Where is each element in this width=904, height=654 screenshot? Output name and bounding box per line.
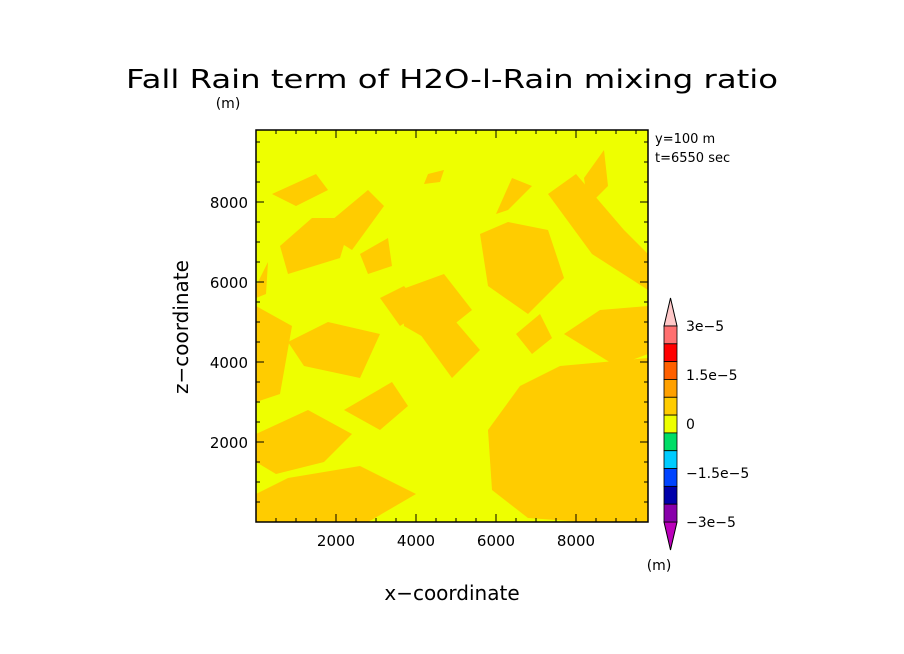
contour-patch-12 (256, 410, 352, 474)
y-tick-label: 8000 (210, 194, 248, 212)
colorbar-swatch (663, 432, 678, 452)
colorbar-label: −3e−5 (686, 515, 736, 531)
contour-patch-13 (256, 466, 416, 522)
colorbar-unit: (m) (647, 558, 672, 574)
contour-patch-10 (256, 306, 292, 402)
plot-frame (255, 129, 649, 523)
contour-patch-8 (496, 178, 532, 214)
x-tick-label: 4000 (397, 532, 435, 550)
annotation-t: t=6550 sec (655, 151, 730, 166)
colorbar-swatch (663, 414, 678, 434)
colorbar-label: 1.5e−5 (686, 368, 738, 384)
contour-patch-7 (548, 174, 648, 290)
y-tick-label: 4000 (210, 354, 248, 372)
plot-area (255, 129, 649, 523)
colorbar-label: 0 (686, 417, 695, 433)
contour-patch-14 (344, 382, 408, 430)
colorbar-label: 3e−5 (686, 319, 724, 335)
colorbar: 3e−5 1.5e−5 0 −1.5e−5 −3e−5 (m) (647, 297, 749, 574)
contour-patch-18 (380, 286, 424, 326)
colorbar-label: −1.5e−5 (686, 466, 749, 482)
contour-patch-17 (516, 314, 552, 354)
contour-patch-16 (564, 306, 648, 366)
y-axis-label: z−coordinate (169, 260, 193, 394)
contour-patch-15 (488, 358, 648, 522)
colorbar-swatch (663, 485, 678, 505)
colorbar-swatch (663, 379, 678, 398)
colorbar-swatch (663, 396, 678, 416)
title-unit: (m) (216, 96, 241, 112)
x-tick-label: 6000 (477, 532, 515, 550)
chart-title: Fall Rain term of H2O-l-Rain mixing rati… (126, 65, 778, 95)
colorbar-swatch (663, 468, 678, 487)
colorbar-bottom-arrow (663, 521, 678, 551)
x-tick-label: 2000 (317, 532, 355, 550)
contour-patch-5 (420, 322, 480, 378)
colorbar-swatch (663, 325, 678, 345)
colorbar-top-arrow (663, 297, 678, 327)
colorbar-swatch (663, 503, 678, 523)
contour-patch-20 (424, 170, 444, 184)
contour-patch-4 (400, 274, 472, 342)
x-tick-label: 8000 (557, 532, 595, 550)
contour-patch-3 (360, 238, 392, 274)
colorbar-swatch (663, 343, 678, 363)
contour-patch-2 (320, 190, 384, 250)
y-tick-label: 6000 (210, 274, 248, 292)
y-tick-label: 2000 (210, 434, 248, 452)
contour-patch-11 (288, 322, 380, 378)
contour-patch-0 (272, 174, 328, 206)
colorbar-swatch (663, 450, 678, 469)
contour-patch-19 (256, 262, 268, 298)
contour-patch-6 (480, 222, 564, 314)
colorbar-swatch (663, 361, 678, 380)
contour-patch-9 (584, 150, 608, 206)
annotation-y: y=100 m (655, 132, 715, 147)
x-axis-label: x−coordinate (384, 581, 519, 605)
